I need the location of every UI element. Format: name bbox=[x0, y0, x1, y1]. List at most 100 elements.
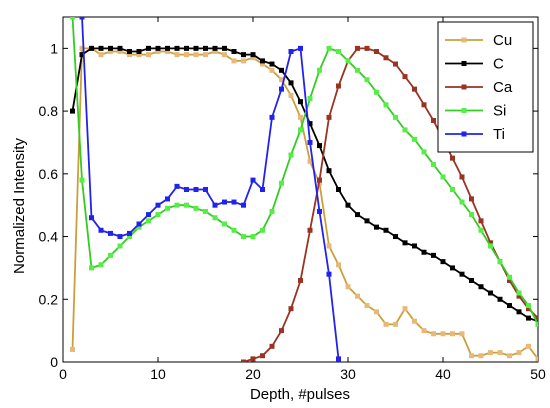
data-point bbox=[241, 234, 246, 240]
data-point bbox=[383, 321, 389, 327]
data-point bbox=[288, 49, 294, 54]
data-point bbox=[336, 83, 341, 89]
data-point bbox=[469, 353, 474, 359]
data-point bbox=[497, 259, 503, 265]
series-line-ca bbox=[243, 47, 538, 362]
data-point bbox=[336, 49, 341, 54]
data-point bbox=[450, 155, 455, 161]
data-point bbox=[250, 177, 256, 183]
data-point bbox=[269, 114, 275, 120]
y-tick-label: 0.6 bbox=[39, 166, 59, 182]
data-point bbox=[241, 202, 246, 208]
data-point bbox=[203, 45, 208, 51]
legend: Cu C Ca Si Ti bbox=[437, 21, 534, 153]
data-point bbox=[393, 234, 398, 240]
data-point bbox=[231, 58, 237, 64]
data-point bbox=[364, 218, 370, 224]
data-point bbox=[402, 127, 408, 133]
data-point bbox=[212, 49, 218, 54]
data-point bbox=[279, 328, 284, 334]
data-point bbox=[516, 350, 522, 356]
data-point bbox=[174, 45, 180, 51]
data-point bbox=[317, 208, 322, 214]
data-point bbox=[288, 92, 294, 98]
data-point bbox=[250, 52, 256, 58]
data-point bbox=[345, 202, 351, 208]
x-tick-label: 40 bbox=[435, 366, 451, 382]
data-point bbox=[165, 205, 170, 211]
data-point bbox=[165, 45, 170, 51]
data-point bbox=[127, 52, 132, 58]
data-point bbox=[431, 252, 436, 258]
data-point bbox=[136, 49, 142, 54]
data-point bbox=[288, 152, 294, 158]
data-point bbox=[459, 331, 465, 337]
data-point bbox=[459, 271, 465, 277]
data-point bbox=[307, 227, 313, 233]
data-point bbox=[260, 58, 265, 64]
y-tick-label: 1 bbox=[50, 40, 58, 56]
data-point bbox=[260, 227, 265, 233]
data-point bbox=[212, 215, 218, 221]
data-point bbox=[298, 114, 303, 120]
data-point bbox=[355, 293, 360, 299]
data-point bbox=[117, 45, 123, 51]
data-point bbox=[336, 187, 341, 192]
data-point bbox=[421, 249, 427, 255]
y-tick-label: 0.4 bbox=[39, 229, 59, 245]
data-point bbox=[393, 114, 398, 120]
plot-frame bbox=[62, 16, 539, 363]
data-point bbox=[393, 321, 398, 327]
data-point bbox=[507, 274, 512, 280]
series-cu bbox=[70, 45, 538, 362]
data-point bbox=[497, 296, 503, 302]
data-point bbox=[203, 187, 208, 192]
data-point bbox=[535, 356, 538, 362]
legend-item-c: C bbox=[445, 56, 504, 73]
data-point bbox=[79, 17, 85, 20]
y-axis-title: Normalized Intensity bbox=[11, 138, 28, 274]
data-point bbox=[488, 240, 493, 246]
data-point bbox=[155, 212, 161, 218]
data-point bbox=[374, 89, 379, 95]
data-point bbox=[459, 199, 465, 205]
data-point bbox=[89, 215, 94, 221]
data-point bbox=[222, 221, 227, 227]
data-point bbox=[108, 230, 113, 236]
data-point bbox=[497, 350, 503, 356]
data-point bbox=[374, 49, 379, 54]
series-si bbox=[70, 17, 538, 327]
data-point bbox=[98, 227, 104, 233]
data-point bbox=[89, 265, 94, 271]
data-point bbox=[459, 174, 465, 180]
data-point bbox=[326, 243, 332, 249]
data-point bbox=[307, 121, 313, 127]
data-point bbox=[450, 331, 455, 337]
legend-label: C bbox=[493, 56, 504, 73]
data-point bbox=[374, 224, 379, 230]
data-point bbox=[431, 161, 436, 167]
data-point bbox=[478, 218, 484, 224]
y-tick-label: 0 bbox=[50, 354, 58, 370]
data-point bbox=[488, 350, 493, 356]
data-point bbox=[412, 318, 417, 324]
data-point bbox=[478, 227, 484, 233]
data-point bbox=[288, 306, 294, 312]
data-point bbox=[326, 114, 332, 120]
y-tick-label: 0.8 bbox=[39, 103, 59, 119]
legend-item-ti: Ti bbox=[445, 126, 505, 143]
data-point bbox=[241, 359, 246, 362]
data-point bbox=[269, 343, 275, 349]
data-point bbox=[383, 102, 389, 108]
data-point bbox=[279, 67, 284, 73]
data-point bbox=[478, 284, 484, 290]
x-tick-label: 10 bbox=[150, 366, 166, 382]
data-point bbox=[469, 277, 474, 283]
data-point bbox=[288, 80, 294, 86]
data-point bbox=[440, 259, 446, 265]
data-point bbox=[507, 277, 512, 283]
data-point bbox=[136, 52, 142, 58]
data-point bbox=[345, 58, 351, 64]
data-point bbox=[89, 45, 94, 51]
data-point bbox=[364, 45, 370, 51]
